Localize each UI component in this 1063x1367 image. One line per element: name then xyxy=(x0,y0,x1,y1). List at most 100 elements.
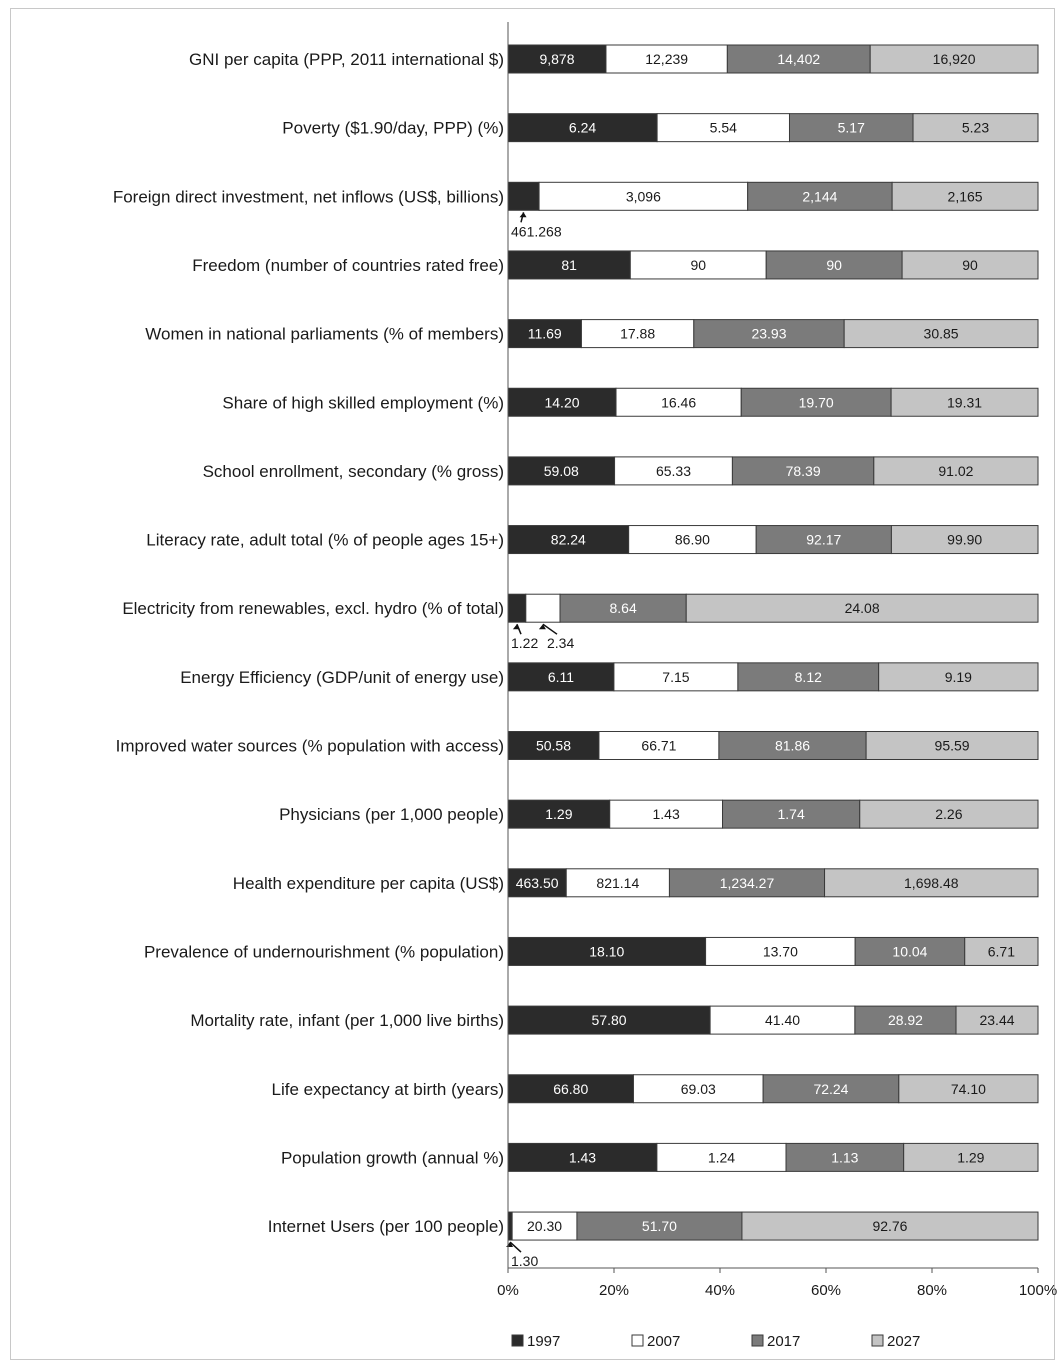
bar-row: Share of high skilled employment (%) 14.2… xyxy=(222,387,1039,417)
data-label: 41.40 xyxy=(765,1012,800,1028)
category-label: Prevalence of undernourishment (% popula… xyxy=(144,942,504,961)
bar-row: Women in national parliaments (% of memb… xyxy=(145,319,1039,349)
callout-leader xyxy=(542,623,558,635)
data-label: 5.23 xyxy=(962,120,989,136)
category-label: Internet Users (per 100 people) xyxy=(268,1217,504,1236)
bar-row: Electricity from renewables, excl. hydro… xyxy=(122,593,1039,651)
bar-segment-2027 xyxy=(964,936,1039,966)
category-label: Literacy rate, adult total (% of people … xyxy=(146,531,504,550)
data-label: 66.71 xyxy=(641,738,676,754)
data-label: 1,234.27 xyxy=(720,875,775,891)
bar-segment-2027 xyxy=(685,593,1039,623)
bar-segment-2027 xyxy=(741,1211,1039,1241)
bar-row: Poverty ($1.90/day, PPP) (%) 6.24 5.54 5.17… xyxy=(282,113,1039,143)
data-label: 16,920 xyxy=(933,51,976,67)
bar-segment-2007 xyxy=(628,525,757,555)
x-tick-label: 60% xyxy=(811,1282,841,1299)
bar-segment-2017 xyxy=(731,456,875,486)
data-label: 90 xyxy=(962,257,978,273)
legend-swatch xyxy=(751,1334,764,1347)
x-tick-label: 80% xyxy=(917,1282,947,1299)
data-label: 90 xyxy=(690,257,706,273)
bar-row: Energy Efficiency (GDP/unit of energy us… xyxy=(180,662,1039,692)
category-label: GNI per capita (PPP, 2011 international … xyxy=(189,50,504,69)
bar-row: Physicians (per 1,000 people) 1.29 1.43 1.7… xyxy=(279,799,1039,829)
bar-row: School enrollment, secondary (% gross) 59… xyxy=(203,456,1039,486)
legend-item: 2027 xyxy=(871,1333,920,1350)
category-label: Energy Efficiency (GDP/unit of energy us… xyxy=(180,668,504,687)
bar-segment-2027 xyxy=(898,1074,1039,1104)
bar-segment-1997 xyxy=(507,936,707,966)
category-label: School enrollment, secondary (% gross) xyxy=(203,462,504,481)
bar-segment-1997 xyxy=(507,387,617,417)
bar-segment-2017 xyxy=(576,1211,743,1241)
bar-segment-2017 xyxy=(668,868,826,898)
category-label: Share of high skilled employment (%) xyxy=(222,393,504,412)
bar-segment-2027 xyxy=(890,387,1039,417)
data-label: 1.29 xyxy=(957,1149,984,1165)
data-label: 66.80 xyxy=(553,1081,588,1097)
callout-label: 461.268 xyxy=(511,223,562,239)
data-label: 65.33 xyxy=(656,463,691,479)
data-label: 9.19 xyxy=(945,669,972,685)
data-label: 1.24 xyxy=(708,1149,735,1165)
data-label: 95.59 xyxy=(935,738,970,754)
bar-segment-1997 xyxy=(507,662,615,692)
bar-segment-2027 xyxy=(865,731,1039,760)
data-label: 78.39 xyxy=(786,463,821,479)
data-label: 81 xyxy=(561,257,577,273)
data-label: 19.31 xyxy=(947,394,982,410)
data-label: 14,402 xyxy=(777,51,820,67)
bar-segment-2007 xyxy=(605,44,728,74)
data-label: 1.74 xyxy=(778,806,805,822)
bar-segment-2027 xyxy=(891,181,1039,211)
data-label: 6.71 xyxy=(988,943,1015,959)
bar-segment-2027 xyxy=(878,662,1039,692)
callout-label: 1.30 xyxy=(511,1253,538,1269)
x-tick-label: 20% xyxy=(599,1282,629,1299)
legend-label: 2007 xyxy=(647,1333,680,1350)
data-label: 821.14 xyxy=(596,875,639,891)
bar-segment-2007 xyxy=(538,181,749,211)
data-label: 1.43 xyxy=(653,806,680,822)
data-label: 20.30 xyxy=(527,1218,562,1234)
data-label: 92.17 xyxy=(806,532,841,548)
bar-row: Mortality rate, infant (per 1,000 live b… xyxy=(190,1005,1039,1035)
data-label: 11.69 xyxy=(528,326,562,342)
legend-item: 1997 xyxy=(511,1333,560,1350)
callout-label: 2.34 xyxy=(547,635,574,651)
bar-segment-2007 xyxy=(614,456,733,486)
data-label: 5.54 xyxy=(710,120,737,136)
category-label: Women in national parliaments (% of memb… xyxy=(145,325,504,344)
data-label: 463.50 xyxy=(516,875,559,891)
bar-segment-2017 xyxy=(747,181,893,211)
bar-segment-1997 xyxy=(507,181,540,211)
bar-segment-2017 xyxy=(693,319,845,349)
data-label: 19.70 xyxy=(799,394,834,410)
bar-segment-2017 xyxy=(737,662,880,692)
category-label: Improved water sources (% population wit… xyxy=(116,737,504,756)
data-label: 9,878 xyxy=(539,51,574,67)
bar-segment-2007 xyxy=(580,319,695,349)
bar-segment-1997 xyxy=(507,1005,711,1035)
bar-segment-2007 xyxy=(656,113,790,143)
legend-item: 2007 xyxy=(631,1333,680,1350)
bar-segment-1997 xyxy=(507,868,567,898)
bar-segment-2007 xyxy=(632,1074,764,1104)
legend-swatch xyxy=(511,1334,524,1347)
bar-row: Freedom (number of countries rated free)… xyxy=(192,250,1039,280)
data-label: 57.80 xyxy=(592,1012,627,1028)
bar-segment-2007 xyxy=(511,1211,578,1241)
bar-row: Internet Users (per 100 people) 20.30 51.7… xyxy=(268,1211,1039,1269)
data-label: 8.64 xyxy=(609,600,636,616)
data-label: 2,165 xyxy=(948,188,983,204)
bar-segment-2027 xyxy=(843,319,1039,349)
data-label: 91.02 xyxy=(938,463,973,479)
bar-segment-2027 xyxy=(903,1142,1039,1172)
data-label: 72.24 xyxy=(813,1081,848,1097)
bar-row: Literacy rate, adult total (% of people … xyxy=(146,525,1039,555)
data-label: 18.10 xyxy=(589,943,624,959)
category-label: Population growth (annual %) xyxy=(281,1148,504,1167)
data-label: 6.11 xyxy=(548,669,574,685)
data-label: 81.86 xyxy=(775,738,810,754)
